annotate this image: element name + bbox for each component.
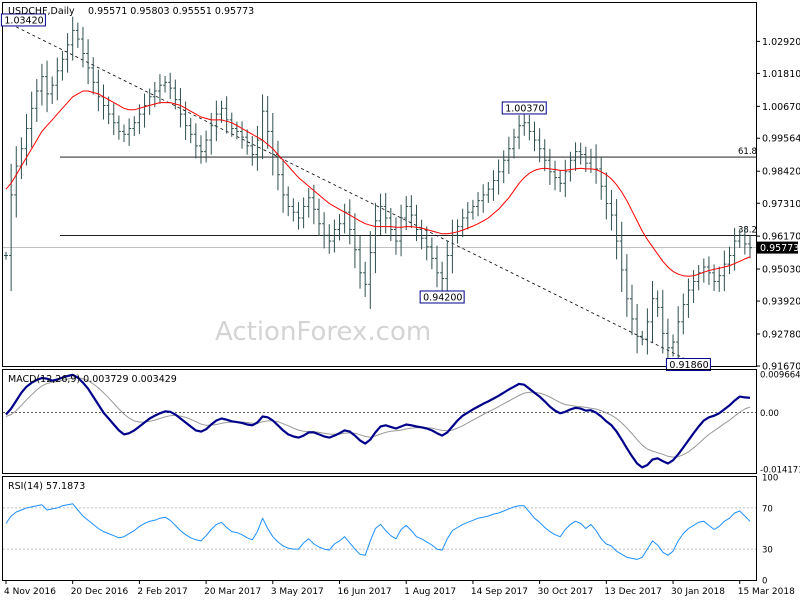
current-price: 0.95773 [757,242,799,255]
x-tick-label: 3 May 2017 [271,587,324,597]
rsi-title: RSI(14) 57.1873 [8,481,85,492]
rsi-y-tick-label: 100 [762,474,778,484]
x-tick-label: 30 Jan 2018 [671,587,725,597]
annotation-label: 0.94200 [423,292,462,303]
price-y-tick-label: 0.96170 [762,232,800,243]
annotation-label: 1.03420 [4,15,43,26]
macd-y-tick-label: 0.00 [760,409,779,419]
x-tick-label: 2 Feb 2017 [137,587,187,597]
x-tick-label: 1 Aug 2017 [404,587,456,597]
price-ohlc-header: 0.95571 0.95803 0.95551 0.95773 [88,6,254,17]
price-title: USDCHF,Daily [8,6,75,17]
price-y-tick-label: 1.00670 [762,102,800,113]
price-y-tick-label: 1.02920 [762,37,800,48]
annotation-label: 1.00370 [505,103,544,114]
x-tick-label: 20 Dec 2016 [71,587,129,597]
x-tick-label: 16 Jun 2017 [338,587,392,597]
x-tick-label: 20 Mar 2017 [204,587,261,597]
rsi-y-tick-label: 70 [762,504,773,514]
macd-title: MACD(12,26,9) 0.003729 0.003429 [8,374,177,385]
x-tick-label: 4 Nov 2016 [4,587,56,597]
price-y-tick-label: 0.93920 [762,297,800,308]
fib-level-label: 61.8 [738,147,757,157]
price-y-tick-label: 0.95030 [762,265,800,276]
current-price-label: 0.95773 [760,243,799,254]
macd-y-tick-label: 0.009664 [760,371,800,381]
x-tick-label: 15 Mar 2018 [738,587,795,597]
x-tick-label: 13 Dec 2017 [604,587,662,597]
price-y-tick-label: 0.92780 [762,329,800,340]
x-tick-label: 30 Oct 2017 [538,587,594,597]
watermark: ActionForex.com [215,317,431,347]
price-y-tick-label: 0.99564 [762,134,800,145]
rsi-y-tick-label: 30 [762,546,773,556]
price-y-tick-label: 1.01810 [762,69,800,80]
x-tick-label: 14 Sep 2017 [471,587,528,597]
rsi-y-tick-label: 0 [762,577,767,587]
fib-level-label: 38.2 [738,226,757,236]
price-y-tick-label: 0.98420 [762,167,800,178]
price-y-tick-label: 0.97310 [762,199,800,210]
